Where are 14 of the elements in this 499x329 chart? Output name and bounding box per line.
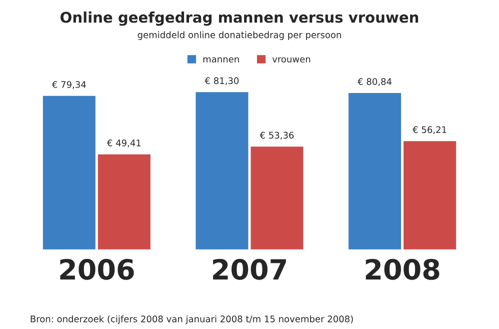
text: Bron: onderzoek (cijfers 2008 van januari 2008 t/m 15 november 2008) [30, 315, 353, 324]
legend-label: mannen [203, 57, 239, 63]
data-label: € 53,36 [260, 132, 294, 140]
data-label: € 49,41 [106, 140, 141, 148]
data-label: € 80,84 [358, 78, 392, 86]
data-label: € 56,21 [412, 126, 446, 134]
chart-subtitle: gemiddeld online donatiebedrag per persoon [138, 31, 341, 40]
legend-label: vrouwen [272, 57, 310, 63]
x-tick-label: 2006 [60, 258, 134, 280]
x-tick-label: 2007 [213, 258, 286, 280]
data-label: € 81,30 [204, 77, 239, 86]
x-tick-label: 2008 [366, 258, 440, 280]
data-label: € 79,34 [52, 81, 86, 89]
chart-title: Online geefgedrag mannen versus vrouwen [60, 12, 418, 26]
